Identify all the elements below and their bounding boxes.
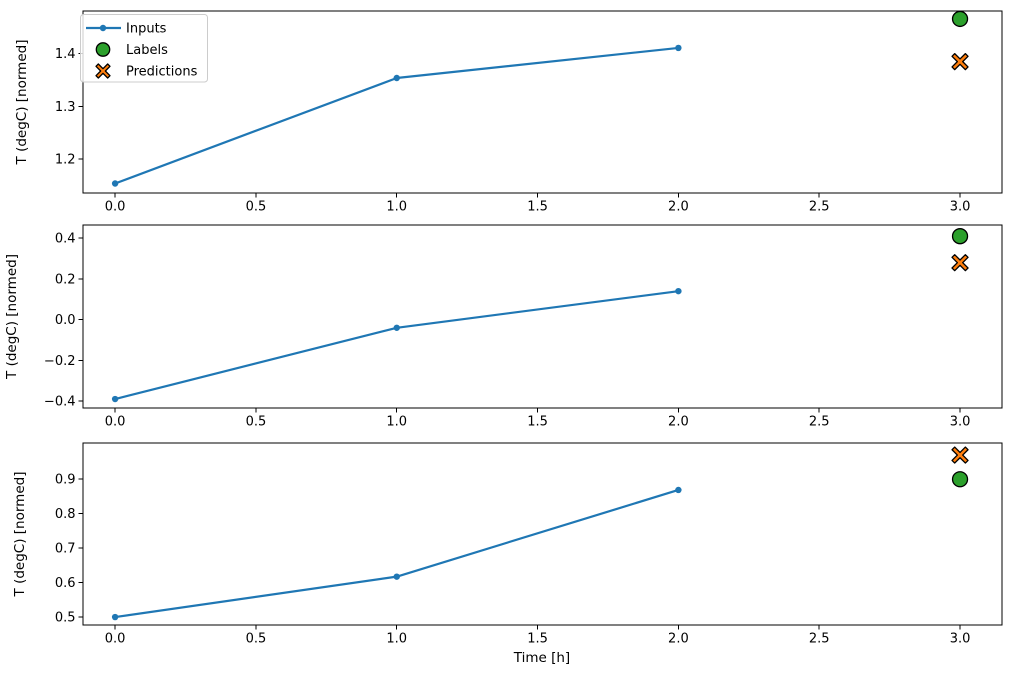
y-tick-label: 0.2: [55, 272, 76, 287]
legend-box: [80, 14, 208, 83]
x-tick-label: 0.5: [246, 415, 267, 430]
y-tick-label: 1.4: [55, 47, 76, 62]
plot-border: [82, 10, 1003, 194]
y-tick-label: 0.8: [55, 507, 76, 522]
legend-item-label: Predictions: [126, 65, 198, 80]
inputs-point: [393, 573, 400, 580]
legend: Inputs Labels Predictions: [80, 14, 208, 83]
predictions-marker: [951, 52, 969, 71]
y-axis-label: T (degC) [normed]: [14, 40, 30, 166]
y-tick-label: −0.4: [44, 395, 76, 410]
y-tick-label: 0.4: [55, 232, 76, 247]
inputs-point: [675, 287, 682, 295]
x-tick-label: 0.5: [246, 632, 267, 647]
x-tick-label: 3.0: [950, 415, 971, 430]
predictions-marker: [951, 254, 969, 272]
inputs-point: [393, 74, 400, 82]
y-tick-label: 1.3: [55, 100, 76, 115]
inputs-line: [114, 488, 679, 619]
x-tick-label: 0.0: [105, 415, 126, 430]
plot-border: [82, 442, 1003, 626]
legend-item-label: Labels: [126, 43, 168, 58]
x-tick-label: 0.0: [105, 200, 126, 215]
x-tick-label: 1.0: [386, 200, 407, 215]
labels-marker: [951, 471, 969, 488]
inputs-line: [114, 290, 679, 401]
legend-item-inputs: Inputs: [86, 22, 167, 37]
y-tick-label: 0.9: [55, 472, 76, 487]
y-tick-label: 0.5: [55, 611, 76, 626]
subplot-3: 0.0 0.5 1.0 1.5 2.0 2.5 3.0 0.5 0.6 0.7 0.8 0.9 T (d…: [12, 442, 1003, 647]
y-axis-label: T (degC) [normed]: [4, 254, 20, 380]
x-tick-label: 1.5: [527, 632, 548, 647]
labels-marker: [951, 10, 969, 28]
inputs-point: [111, 395, 119, 403]
predictions-marker: [951, 446, 969, 464]
legend-item-labels: Labels: [95, 42, 168, 58]
subplot-1: 0.0 0.5 1.0 1.5 2.0 2.5 3.0 1.2 1.3 1.4 T (degC) […: [14, 10, 1003, 215]
plot-border: [82, 224, 1003, 409]
inputs-point: [111, 613, 119, 621]
x-tick-label: 2.5: [809, 632, 830, 647]
legend-labels-sample-circle-icon: [95, 42, 111, 57]
x-tick-label: 0.5: [246, 200, 267, 215]
x-tick-label: 2.0: [668, 415, 689, 430]
x-tick-label: 2.5: [809, 200, 830, 215]
inputs-point: [393, 324, 400, 331]
legend-predictions-sample-x-icon: [95, 63, 111, 79]
y-axis-label: T (degC) [normed]: [12, 472, 28, 598]
inputs-point: [675, 486, 682, 494]
x-tick-label: 1.0: [386, 415, 407, 430]
legend-inputs-sample-dot: [99, 24, 107, 32]
y-tick-label: 0.0: [55, 313, 76, 328]
x-tick-label: 3.0: [950, 200, 971, 215]
subplot-2: 0.0 0.5 1.0 1.5 2.0 2.5 3.0 −0.4 −0.2 0.0 0.2 0.4 T …: [4, 224, 1003, 430]
x-tick-label: 2.0: [668, 200, 689, 215]
legend-item-predictions: Predictions: [95, 63, 198, 80]
x-tick-label: 3.0: [950, 632, 971, 647]
x-tick-label: 1.5: [527, 200, 548, 215]
inputs-point: [675, 44, 682, 52]
inputs-point: [111, 180, 119, 187]
y-tick-label: 0.7: [55, 541, 76, 556]
y-tick-label: 0.6: [55, 576, 76, 591]
x-tick-label: 1.5: [527, 415, 548, 430]
x-tick-label: 1.0: [386, 632, 407, 647]
y-tick-label: 1.2: [55, 153, 76, 168]
y-tick-label: −0.2: [44, 354, 76, 369]
x-tick-label: 2.5: [809, 415, 830, 430]
x-tick-label: 2.0: [668, 632, 689, 647]
labels-marker: [951, 228, 969, 245]
legend-item-label: Inputs: [126, 22, 167, 37]
x-axis-label: Time [h]: [513, 650, 570, 666]
x-tick-label: 0.0: [105, 632, 126, 647]
